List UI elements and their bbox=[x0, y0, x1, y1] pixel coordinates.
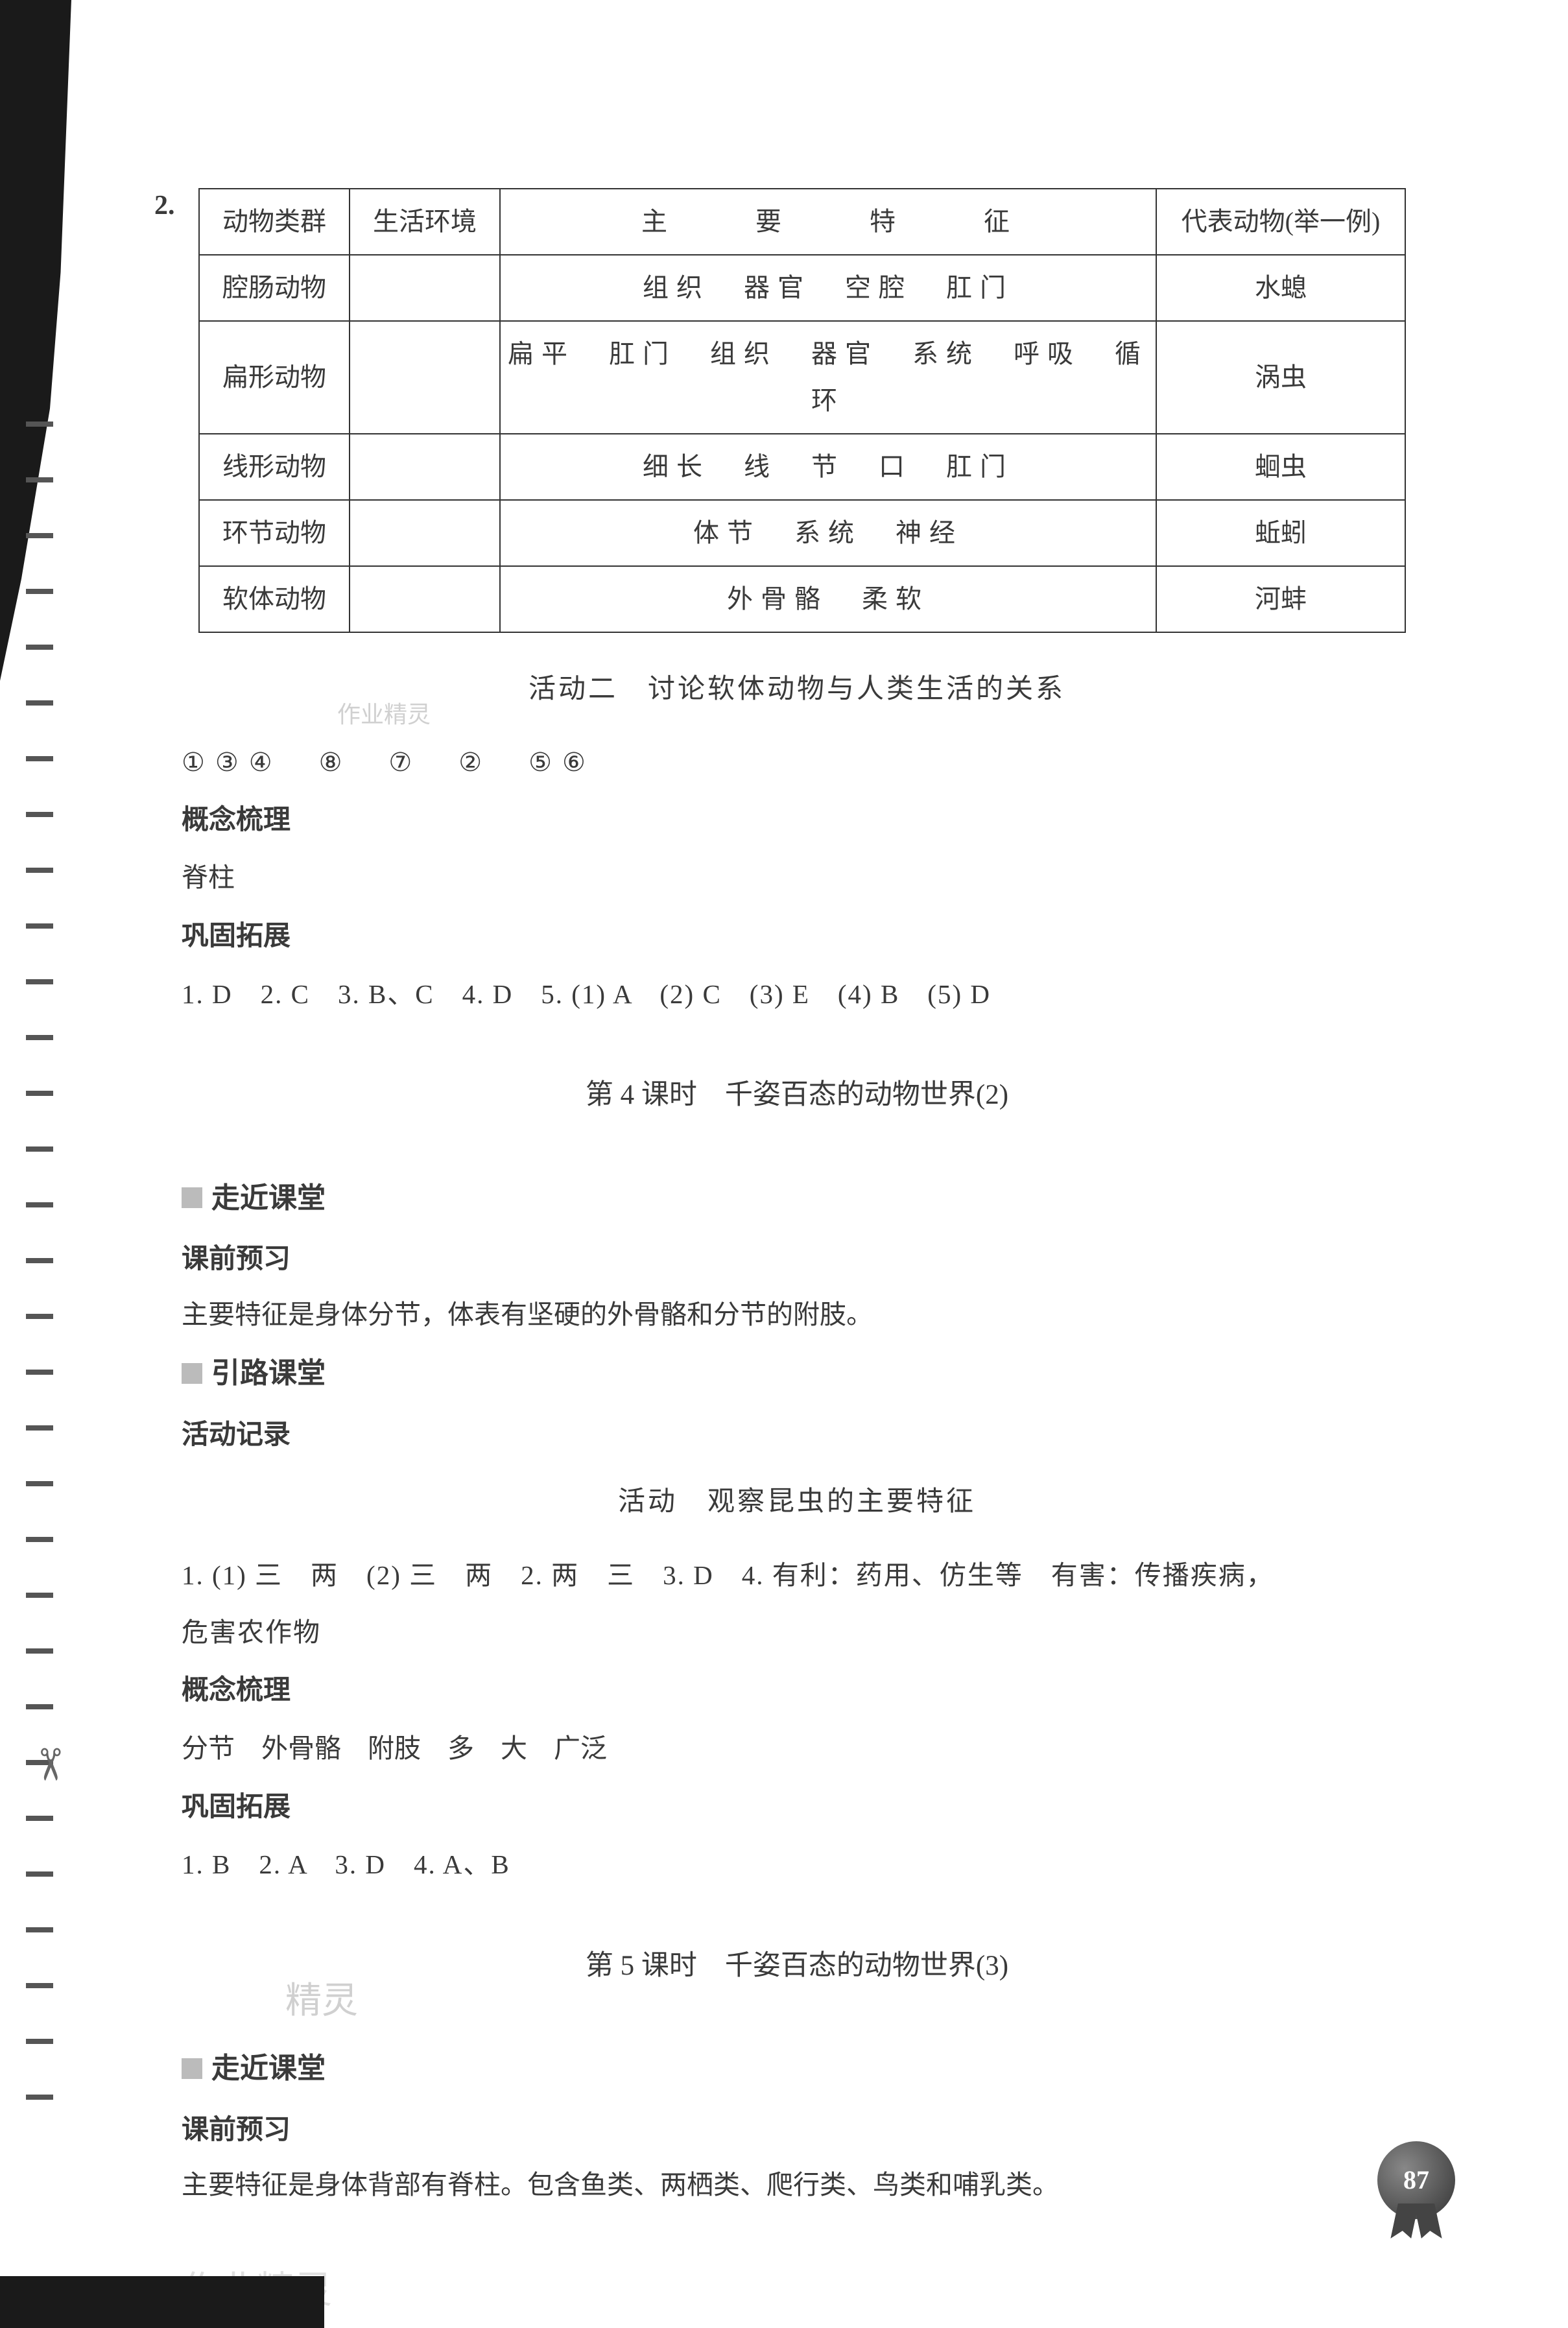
th-feature: 主 要 特 征 bbox=[500, 189, 1156, 255]
cell-feature: 外骨骼 柔软 bbox=[500, 566, 1156, 632]
page-number: 87 bbox=[1403, 2157, 1429, 2203]
th-group: 动物类群 bbox=[199, 189, 350, 255]
activity-answers-l4-line1: 1. (1) 三 两 (2) 三 两 2. 两 三 3. D 4. 有利：药用、… bbox=[182, 1552, 1412, 1600]
cell-group: 线形动物 bbox=[199, 434, 350, 500]
cell-feature: 组织 器官 空腔 肛门 bbox=[500, 255, 1156, 321]
table-header-row: 动物类群 生活环境 主 要 特 征 代表动物(举一例) bbox=[199, 189, 1405, 255]
dark-corner-bottom bbox=[0, 2276, 324, 2328]
lead-class-heading: 引路课堂 bbox=[182, 1348, 1412, 1399]
enter-class-heading-l5: 走近课堂 bbox=[182, 2043, 1412, 2094]
cell-env bbox=[350, 500, 500, 566]
preview-content-l5: 主要特征是身体背部有脊柱。包含鱼类、两栖类、爬行类、鸟类和哺乳类。 bbox=[182, 2161, 1412, 2209]
binding-dashes bbox=[26, 422, 53, 2150]
cell-env bbox=[350, 321, 500, 434]
concept-heading-l4: 概念梳理 bbox=[182, 1667, 1412, 1716]
table-row: 腔肠动物 组织 器官 空腔 肛门 水螅 bbox=[199, 255, 1405, 321]
lead-class-text: 引路课堂 bbox=[211, 1348, 326, 1399]
preview-heading: 课前预习 bbox=[182, 1235, 1412, 1285]
cell-example: 蚯蚓 bbox=[1156, 500, 1405, 566]
cell-example: 涡虫 bbox=[1156, 321, 1405, 434]
consolidate-heading-l4: 巩固拓展 bbox=[182, 1783, 1412, 1833]
cell-group: 扁形动物 bbox=[199, 321, 350, 434]
circled-answers: ①③④ ⑧ ⑦ ② ⑤⑥ bbox=[182, 739, 1412, 786]
activity-answers-l4-line2: 危害农作物 bbox=[182, 1609, 1412, 1657]
animals-table: 动物类群 生活环境 主 要 特 征 代表动物(举一例) 腔肠动物 组织 器官 空… bbox=[198, 188, 1406, 633]
ribbon-right bbox=[1414, 2203, 1442, 2239]
activity-title-l4: 活动 观察昆虫的主要特征 bbox=[182, 1478, 1412, 1527]
badge-circle: 87 bbox=[1377, 2141, 1455, 2219]
table-row: 扁形动物 扁平 肛门 组织 器官 系统 呼吸 循环 涡虫 bbox=[199, 321, 1405, 434]
square-icon bbox=[182, 1187, 202, 1208]
dark-edge-top bbox=[0, 0, 71, 681]
consolidate-answers-l4: 1. B 2. A 3. D 4. A、B bbox=[182, 1841, 1412, 1889]
concept-heading: 概念梳理 bbox=[182, 796, 1412, 846]
cell-feature: 扁平 肛门 组织 器官 系统 呼吸 循环 bbox=[500, 321, 1156, 434]
cell-group: 软体动物 bbox=[199, 566, 350, 632]
cell-env bbox=[350, 255, 500, 321]
question-number: 2. bbox=[154, 182, 175, 231]
square-icon bbox=[182, 2058, 202, 2079]
table-row: 线形动物 细长 线 节 口 肛门 蛔虫 bbox=[199, 434, 1405, 500]
table-row: 环节动物 体节 系统 神经 蚯蚓 bbox=[199, 500, 1405, 566]
cell-feature: 细长 线 节 口 肛门 bbox=[500, 434, 1156, 500]
square-icon bbox=[182, 1363, 202, 1384]
ribbon-left bbox=[1390, 2203, 1418, 2239]
cell-group: 腔肠动物 bbox=[199, 255, 350, 321]
scissors-icon: ✂ bbox=[10, 1746, 89, 1783]
cell-env bbox=[350, 566, 500, 632]
animals-table-wrap: 动物类群 生活环境 主 要 特 征 代表动物(举一例) 腔肠动物 组织 器官 空… bbox=[198, 188, 1412, 633]
concept-content-l4: 分节 外骨骼 附肢 多 大 广泛 bbox=[182, 1725, 1412, 1773]
table-row: 软体动物 外骨骼 柔软 河蚌 bbox=[199, 566, 1405, 632]
consolidate-heading: 巩固拓展 bbox=[182, 912, 1412, 962]
lesson4-title: 第 4 课时 千姿百态的动物世界(2) bbox=[182, 1070, 1412, 1120]
cell-feature: 体节 系统 神经 bbox=[500, 500, 1156, 566]
cell-env bbox=[350, 434, 500, 500]
page-number-badge: 87 bbox=[1377, 2141, 1460, 2224]
preview-content-l4: 主要特征是身体分节，体表有坚硬的外骨骼和分节的附肢。 bbox=[182, 1291, 1412, 1339]
concept-content: 脊柱 bbox=[182, 854, 1412, 902]
cell-example: 河蚌 bbox=[1156, 566, 1405, 632]
enter-class-heading: 走近课堂 bbox=[182, 1172, 1412, 1224]
preview-heading-l5: 课前预习 bbox=[182, 2106, 1412, 2156]
activity2-title: 活动二 讨论软体动物与人类生活的关系 bbox=[182, 665, 1412, 715]
lesson5-title: 第 5 课时 千姿百态的动物世界(3) bbox=[182, 1941, 1412, 1991]
enter-class-text: 走近课堂 bbox=[211, 1172, 326, 1224]
cell-example: 水螅 bbox=[1156, 255, 1405, 321]
activity-record-heading: 活动记录 bbox=[182, 1411, 1412, 1460]
enter-class-text-l5: 走近课堂 bbox=[211, 2043, 326, 2094]
cell-example: 蛔虫 bbox=[1156, 434, 1405, 500]
cell-group: 环节动物 bbox=[199, 500, 350, 566]
th-env: 生活环境 bbox=[350, 189, 500, 255]
consolidate-answers: 1. D 2. C 3. B、C 4. D 5. (1) A (2) C (3)… bbox=[182, 971, 1412, 1019]
page-left-edge: ✂ bbox=[0, 0, 71, 2328]
th-example: 代表动物(举一例) bbox=[1156, 189, 1405, 255]
